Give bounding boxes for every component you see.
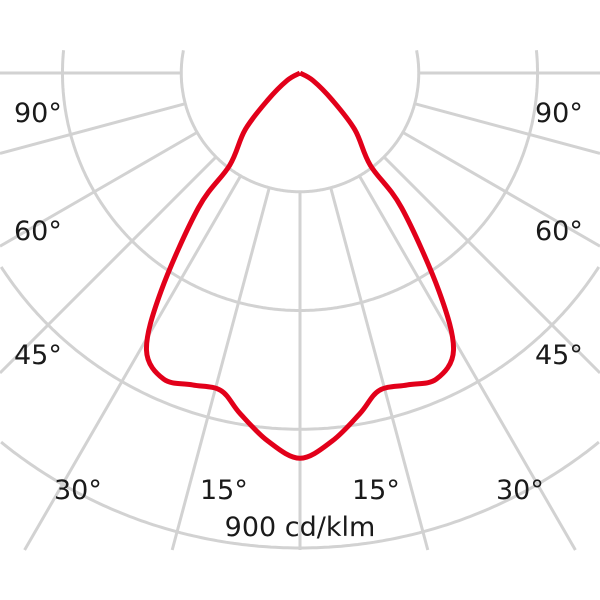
grid-ring: [299, 50, 421, 194]
grid-ring: [300, 50, 539, 312]
angle-label-right-45: 45°: [535, 340, 583, 371]
grid-radial-line: [358, 175, 577, 551]
angle-label-right-90: 90°: [535, 98, 583, 129]
grid-radial-line: [0, 155, 218, 375]
grid-ring: [0, 266, 301, 431]
angle-label-left-90: 90°: [14, 98, 62, 129]
grid-ring: [299, 266, 600, 431]
grid-ring: [0, 440, 300, 550]
grid-radial-line: [414, 102, 600, 155]
polar-grid: [0, 50, 600, 551]
angle-label-right-15: 15°: [352, 475, 400, 506]
intensity-curve-group: [143, 70, 457, 461]
grid-radial-line: [0, 102, 186, 155]
grid-ring: [300, 440, 600, 550]
grid-radial-line: [382, 155, 600, 375]
unit-label: 900 cd/klm: [225, 512, 376, 543]
grid-ring: [61, 50, 300, 312]
angle-labels: 90° 60° 45° 30° 15° 15° 30° 45° 60° 90° …: [14, 98, 583, 543]
grid-radial-line: [402, 131, 600, 248]
grid-radial-line: [170, 187, 271, 551]
angle-label-right-30: 30°: [496, 475, 544, 506]
intensity-curve: [143, 70, 457, 461]
angle-label-left-45: 45°: [14, 340, 62, 371]
grid-ring: [179, 50, 301, 194]
angle-label-right-60: 60°: [535, 216, 583, 247]
angle-label-left-60: 60°: [14, 216, 62, 247]
angle-label-left-30: 30°: [54, 475, 102, 506]
angle-label-left-15: 15°: [200, 475, 248, 506]
grid-radial-line: [0, 131, 198, 248]
grid-radial-line: [23, 175, 242, 551]
grid-radial-line: [329, 187, 430, 551]
